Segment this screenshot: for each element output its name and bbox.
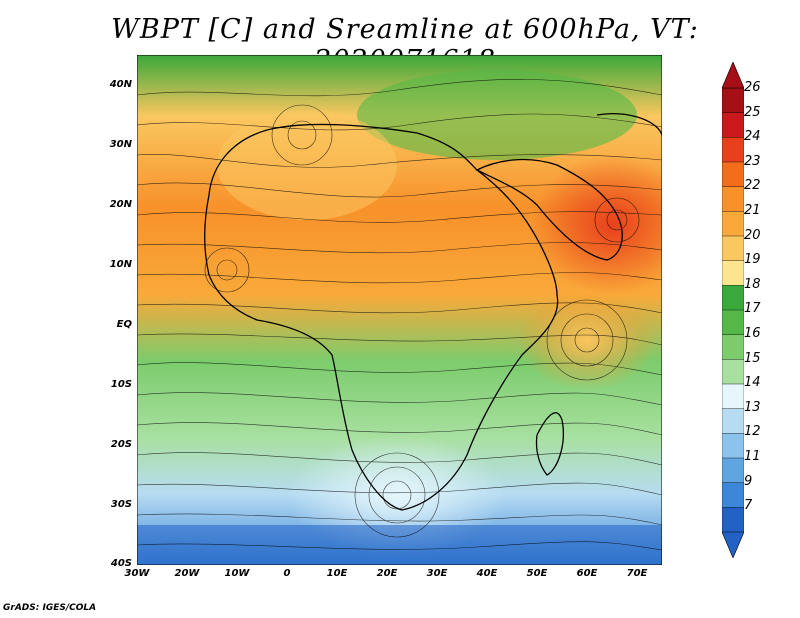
colorbar-segment	[722, 161, 744, 188]
colorbar-bottom-arrow	[722, 531, 744, 558]
colorbar-segment	[722, 186, 744, 213]
lat-label-40s: 40S	[110, 558, 132, 569]
colorbar-label: 17	[744, 301, 761, 317]
colorbar-label: 16	[744, 326, 761, 341]
colorbar-label: 13	[744, 399, 761, 415]
colorbar-segment	[722, 309, 744, 336]
lat-label-30s: 30S	[110, 499, 132, 510]
indian-ocean-warm-gyre	[517, 290, 657, 390]
lon-label-0: 0	[283, 568, 291, 579]
colorbar-segment	[722, 260, 744, 287]
colorbar-label: 12	[744, 424, 761, 440]
lat-label-10n: 10N	[109, 259, 132, 270]
colorbar-segment	[722, 359, 744, 385]
colorbar-label: 18	[744, 276, 761, 292]
southern-ocean-band	[137, 525, 662, 565]
lat-label-30n: 30N	[109, 139, 132, 150]
lon-label-50e: 50E	[526, 568, 548, 579]
colorbar-top-arrow	[722, 62, 744, 89]
lat-label-40n: 40N	[109, 79, 132, 90]
colorbar-label: 7	[744, 498, 753, 514]
lon-label-60e: 60E	[576, 568, 598, 579]
colorbar	[722, 62, 744, 558]
map-panel	[137, 55, 662, 565]
colorbar-label: 14	[744, 375, 761, 391]
lon-label-10w: 10W	[224, 568, 250, 579]
colorbar-label: 11	[744, 449, 761, 464]
lat-label-10s: 10S	[110, 379, 132, 390]
colorbar-segment	[722, 112, 744, 139]
colorbar-segment	[722, 334, 744, 361]
colorbar-segment	[722, 383, 744, 410]
lat-label-20s: 20S	[110, 439, 132, 450]
lon-label-20e: 20E	[376, 568, 398, 579]
colorbar-segment	[722, 137, 744, 163]
lat-label-eq: EQ	[116, 319, 132, 330]
sahara-warm-gyre	[217, 110, 397, 220]
colorbar-label: 9	[744, 473, 753, 489]
colorbar-segment	[722, 457, 744, 484]
colorbar-segment	[722, 211, 744, 237]
colorbar-segment	[722, 285, 744, 311]
colorbar-label: 23	[744, 153, 761, 169]
lon-label-10e: 10E	[326, 568, 348, 579]
coastlines	[204, 113, 662, 511]
colorbar-label: 15	[744, 350, 761, 366]
grads-credit: GrADS: IGES/COLA	[3, 603, 97, 613]
colorbar-segment	[722, 482, 744, 509]
lon-label-70e: 70E	[626, 568, 648, 579]
lon-label-30e: 30E	[426, 568, 448, 579]
colorbar-segment	[722, 87, 744, 114]
lon-label-30w: 30W	[124, 568, 150, 579]
colorbar-label: 21	[744, 203, 761, 218]
colorbar-segment	[722, 235, 744, 262]
colorbar-label: 25	[744, 104, 761, 120]
colorbar-label: 19	[744, 252, 761, 268]
colorbar-label: 20	[744, 227, 761, 243]
colorbar-label: 22	[744, 178, 761, 194]
lat-label-20n: 20N	[109, 199, 132, 210]
streamlines	[137, 79, 662, 551]
lon-label-40e: 40E	[476, 568, 498, 579]
colorbar-segment	[722, 507, 744, 533]
colorbar-label: 24	[744, 129, 761, 145]
warm-core-arabia	[532, 155, 662, 295]
lon-label-20w: 20W	[174, 568, 200, 579]
colorbar-segment	[722, 433, 744, 459]
colorbar-segment	[722, 408, 744, 435]
colorbar-label: 26	[744, 80, 761, 95]
